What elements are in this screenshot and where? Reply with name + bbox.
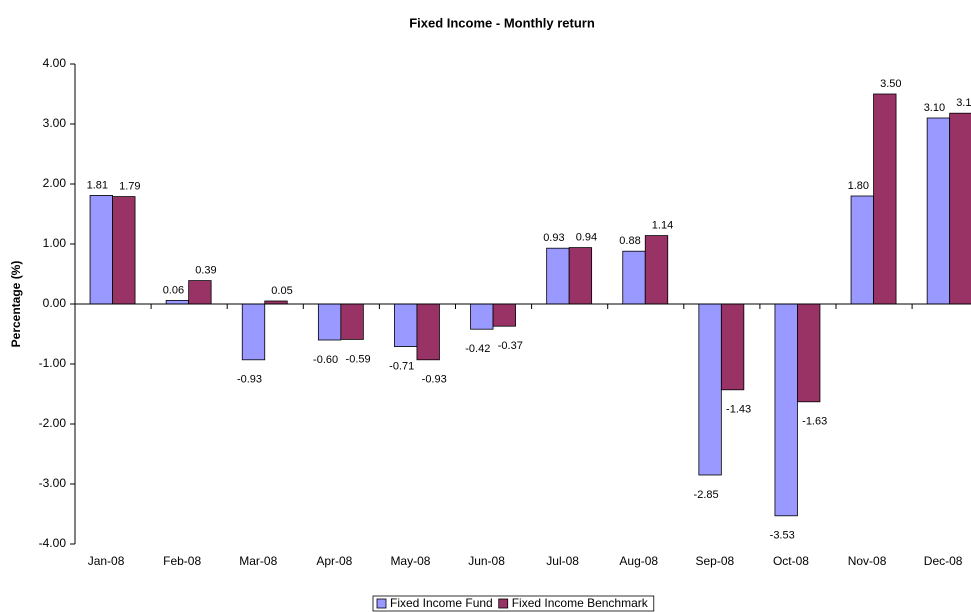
x-tick-label: Nov-08: [848, 554, 887, 568]
value-label: -0.93: [422, 374, 447, 386]
bar: [340, 303, 364, 340]
y-tick-label: -4.00: [39, 536, 67, 550]
bar: [416, 303, 440, 361]
y-tick-label: 0.00: [43, 296, 67, 310]
y-tick-label: 2.00: [43, 176, 67, 190]
bar: [492, 303, 516, 327]
value-label: -0.59: [346, 353, 371, 365]
value-label: 3.18: [956, 97, 971, 109]
bar: [188, 280, 212, 305]
bar: [873, 93, 897, 305]
legend: Fixed Income Fund Fixed Income Benchmark: [372, 595, 655, 612]
bar: [949, 112, 971, 305]
y-tick-label: 4.00: [43, 56, 67, 70]
value-label: 0.39: [195, 265, 216, 277]
x-tick-label: Jan-08: [88, 554, 125, 568]
value-label: 0.06: [163, 284, 184, 296]
value-label: 3.50: [880, 78, 901, 90]
y-tick-label: 3.00: [43, 116, 67, 130]
bar: [622, 250, 646, 305]
bar: [394, 303, 418, 347]
value-label: 1.80: [848, 180, 869, 192]
x-tick-label: Feb-08: [163, 554, 201, 568]
bar: [644, 235, 669, 305]
value-label: 0.93: [543, 232, 564, 244]
legend-label: Fixed Income Benchmark: [512, 596, 649, 610]
x-tick-label: May-08: [390, 554, 430, 568]
value-label: 0.88: [619, 235, 640, 247]
bar: [926, 117, 951, 305]
bar: [850, 195, 874, 305]
bar: [470, 303, 494, 330]
value-label: -0.42: [465, 343, 490, 355]
x-tick-label: Apr-08: [316, 554, 352, 568]
bar: [720, 303, 745, 391]
bar: [165, 299, 190, 305]
value-label: 0.05: [271, 285, 292, 297]
x-tick-label: Mar-08: [239, 554, 277, 568]
bar: [774, 303, 798, 517]
value-label: -2.85: [694, 489, 719, 501]
y-tick-label: 1.00: [43, 236, 67, 250]
bar: [568, 247, 593, 305]
value-label: -0.37: [498, 340, 523, 352]
bar: [546, 247, 570, 305]
bar: [698, 303, 722, 476]
chart-title: Fixed Income - Monthly return: [409, 15, 595, 30]
x-tick-label: Sep-08: [695, 554, 734, 568]
value-label: -1.63: [802, 416, 827, 428]
value-label: -3.53: [770, 530, 795, 542]
x-tick-label: Jul-08: [546, 554, 579, 568]
value-label: -0.71: [389, 361, 414, 373]
value-label: 1.81: [87, 179, 108, 191]
legend-swatch: [376, 598, 387, 609]
x-tick-label: Aug-08: [619, 554, 658, 568]
y-axis-label: Percentage (%): [9, 261, 23, 348]
x-tick-label: Dec-08: [924, 554, 963, 568]
value-label: -0.60: [313, 354, 338, 366]
bar: [317, 303, 342, 341]
bar: [797, 303, 821, 403]
value-label: 0.94: [576, 232, 597, 244]
x-tick-label: Oct-08: [773, 554, 809, 568]
x-tick-label: Jun-08: [468, 554, 505, 568]
value-label: -0.93: [237, 374, 262, 386]
legend-swatch: [498, 598, 509, 609]
bar: [241, 303, 266, 361]
value-label: 1.14: [652, 220, 673, 232]
value-label: 1.79: [119, 181, 140, 193]
y-tick-label: -1.00: [39, 356, 67, 370]
y-tick-label: -3.00: [39, 476, 67, 490]
y-tick-label: -2.00: [39, 416, 67, 430]
bar: [89, 194, 113, 305]
value-label: -1.43: [726, 404, 751, 416]
legend-label: Fixed Income Fund: [390, 596, 493, 610]
value-label: 3.10: [924, 102, 945, 114]
legend-box: [372, 595, 655, 612]
bar: [112, 196, 136, 305]
